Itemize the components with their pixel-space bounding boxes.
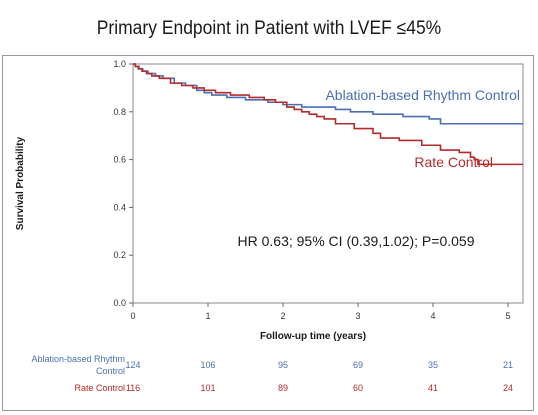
risk-count: 69 <box>353 360 363 370</box>
km-curve-ablation <box>133 63 523 125</box>
x-tick-label: 0 <box>130 311 135 321</box>
risk-count: 41 <box>428 383 438 393</box>
x-tick-label: 3 <box>355 311 360 321</box>
risk-count: 60 <box>353 383 363 393</box>
y-tick-label: 0.8 <box>113 107 126 117</box>
x-tick-label: 1 <box>205 311 210 321</box>
risk-count: 24 <box>503 383 513 393</box>
plot-area <box>132 63 524 304</box>
y-tick-label: 0.2 <box>113 250 126 260</box>
x-tick-label: 2 <box>280 311 285 321</box>
series-label-ablation: Ablation-based Rhythm Control <box>325 87 520 103</box>
risk-row-label: Ablation-based Rhythm <box>31 354 125 364</box>
risk-count: 124 <box>125 360 140 370</box>
risk-count: 101 <box>200 383 215 393</box>
risk-count: 89 <box>278 383 288 393</box>
hazard-ratio-annotation: HR 0.63; 95% CI (0.39,1.02); P=0.059 <box>238 233 475 249</box>
x-tick-label: 4 <box>430 311 435 321</box>
y-axis-label: Survival Probability <box>15 136 26 230</box>
x-tick-label: 5 <box>505 311 510 321</box>
risk-count: 21 <box>503 360 513 370</box>
risk-count: 116 <box>126 383 140 393</box>
chart-title: Primary Endpoint in Patient with LVEF ≤4… <box>96 18 442 39</box>
y-tick-label: 0.4 <box>113 202 126 212</box>
survival-chart: 0.0 0.2 0.4 0.6 0.8 1.0 0 1 2 3 4 5 Follow-up time (… <box>15 59 524 393</box>
chart-frame: 0.0 0.2 0.4 0.6 0.8 1.0 0 1 2 3 4 5 Follow-up time (… <box>2 55 534 411</box>
risk-row-label: Rate Control <box>74 383 125 393</box>
risk-row-label: Control <box>96 366 125 376</box>
risk-count: 106 <box>200 360 215 370</box>
x-axis-label: Follow-up time (years) <box>260 331 366 342</box>
y-tick-label: 0.0 <box>113 298 126 308</box>
km-curve-rate-control <box>133 63 523 166</box>
y-tick-label: 1.0 <box>113 59 126 69</box>
y-tick-label: 0.6 <box>113 155 126 165</box>
series-label-rate-control: Rate Control <box>414 154 493 170</box>
risk-count: 35 <box>428 360 438 370</box>
risk-count: 95 <box>278 360 288 370</box>
